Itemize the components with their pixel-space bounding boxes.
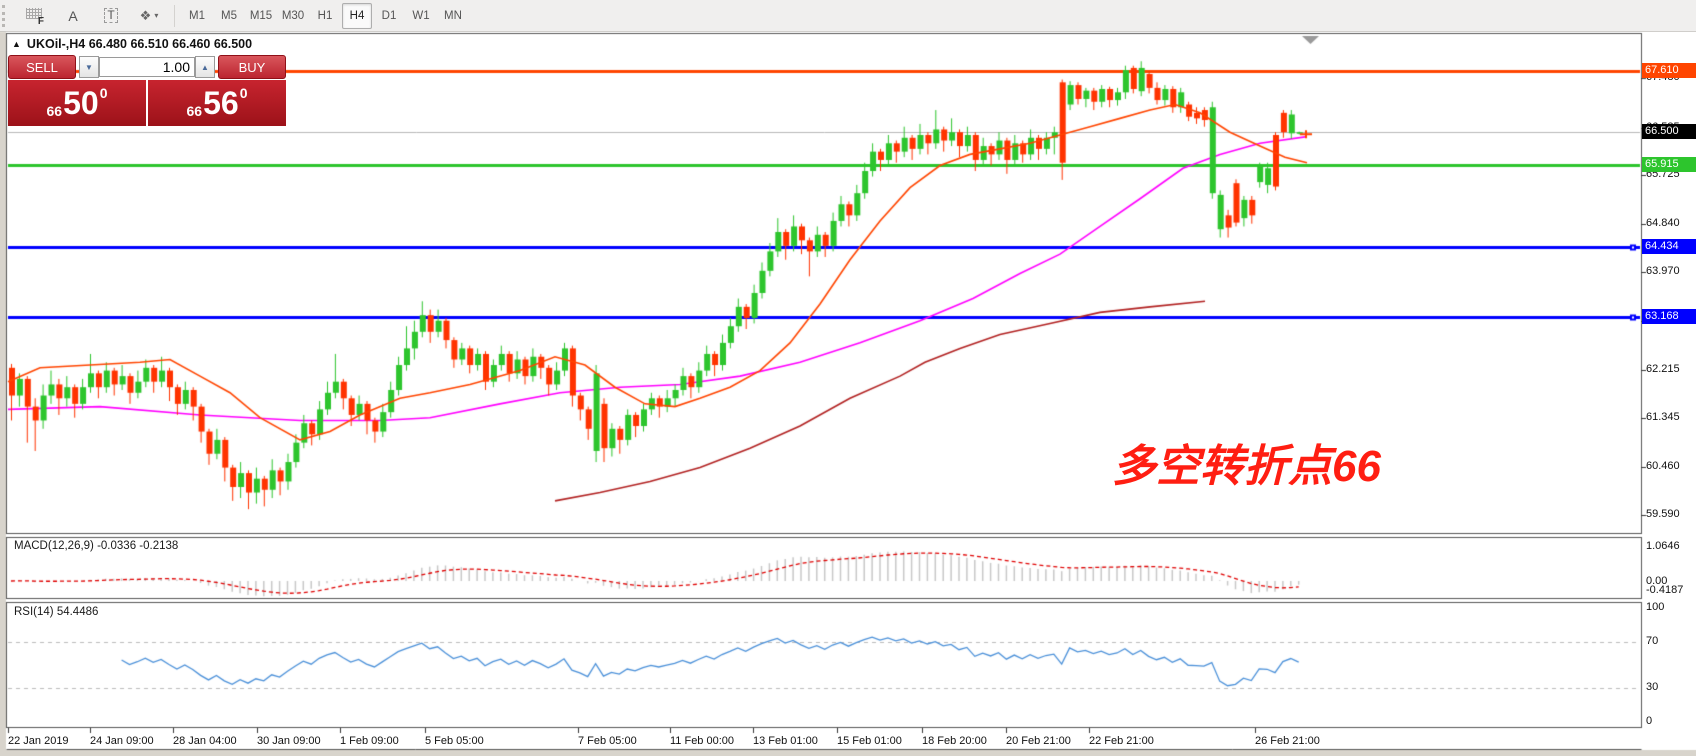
rsi-scale-label: 30: [1646, 680, 1659, 693]
price-tick-label: 63.970: [1646, 265, 1680, 278]
price-line-badge: 65.915: [1642, 156, 1696, 172]
volume-input[interactable]: [99, 57, 195, 77]
volume-down-button[interactable]: ▼: [79, 56, 99, 78]
symbol-ohlc-text: UKOil-,H4 66.480 66.510 66.460 66.500: [26, 37, 253, 51]
macd-label: MACD(12,26,9) -0.0336 -0.2138: [14, 540, 179, 552]
buy-price-sup: 0: [239, 85, 248, 101]
macd-scale-label: 1.0646: [1646, 539, 1680, 552]
collapse-arrow-icon: ▲: [12, 39, 21, 49]
time-tick-label: 15 Feb 01:00: [837, 735, 902, 747]
price-tick-label: 59.590: [1646, 508, 1680, 521]
sell-price-small: 66: [46, 103, 63, 119]
buy-price-big: 56: [203, 84, 239, 121]
buy-price-display[interactable]: 66 56 0: [148, 80, 286, 126]
time-tick-label: 18 Feb 20:00: [922, 735, 987, 747]
symbol-title: ▲ UKOil-,H4 66.480 66.510 66.460 66.500: [12, 37, 252, 51]
time-tick-label: 24 Jan 09:00: [90, 735, 154, 747]
volume-up-button[interactable]: ▲: [195, 56, 215, 78]
sell-price-big: 50: [63, 84, 99, 121]
macd-scale-label: -0.4187: [1646, 584, 1684, 596]
buy-button[interactable]: BUY: [218, 55, 286, 79]
price-tick-label: 60.460: [1646, 460, 1680, 473]
time-tick-label: 1 Feb 09:00: [340, 735, 399, 747]
price-line-badge: 63.168: [1642, 308, 1696, 324]
time-tick-label: 7 Feb 05:00: [578, 735, 637, 747]
rsi-scale-label: 70: [1646, 635, 1659, 648]
time-tick-label: 30 Jan 09:00: [257, 735, 321, 747]
one-click-trade-panel: SELL ▼ ▲ BUY 66 50 0 66 56 0: [8, 55, 288, 126]
rsi-scale-label: 100: [1646, 601, 1665, 613]
buy-price-small: 66: [186, 103, 203, 119]
sell-price-sup: 0: [99, 85, 108, 101]
time-tick-label: 20 Feb 21:00: [1006, 735, 1071, 747]
time-tick-label: 22 Feb 21:00: [1089, 735, 1154, 747]
time-tick-label: 13 Feb 01:00: [753, 735, 818, 747]
sell-button[interactable]: SELL: [8, 55, 76, 79]
price-tick-label: 64.840: [1646, 217, 1680, 230]
time-tick-label: 22 Jan 2019: [8, 735, 69, 747]
macd-scale-label: 0.00: [1646, 575, 1668, 587]
rsi-label: RSI(14) 54.4486: [14, 606, 99, 618]
time-tick-label: 5 Feb 05:00: [425, 735, 484, 747]
time-tick-label: 11 Feb 00:00: [670, 735, 735, 747]
price-line-badge: 66.500: [1642, 124, 1696, 140]
rsi-scale-label: 0: [1646, 715, 1653, 727]
price-line-badge: 67.610: [1642, 62, 1696, 78]
chart-annotation[interactable]: 多空转折点66: [1112, 442, 1381, 491]
price-tick-label: 62.215: [1646, 362, 1680, 375]
sell-price-display[interactable]: 66 50 0: [8, 80, 148, 126]
time-tick-label: 28 Jan 04:00: [173, 735, 237, 747]
time-tick-label: 26 Feb 21:00: [1255, 735, 1320, 747]
price-line-badge: 64.434: [1642, 238, 1696, 254]
price-tick-label: 61.345: [1646, 410, 1680, 423]
